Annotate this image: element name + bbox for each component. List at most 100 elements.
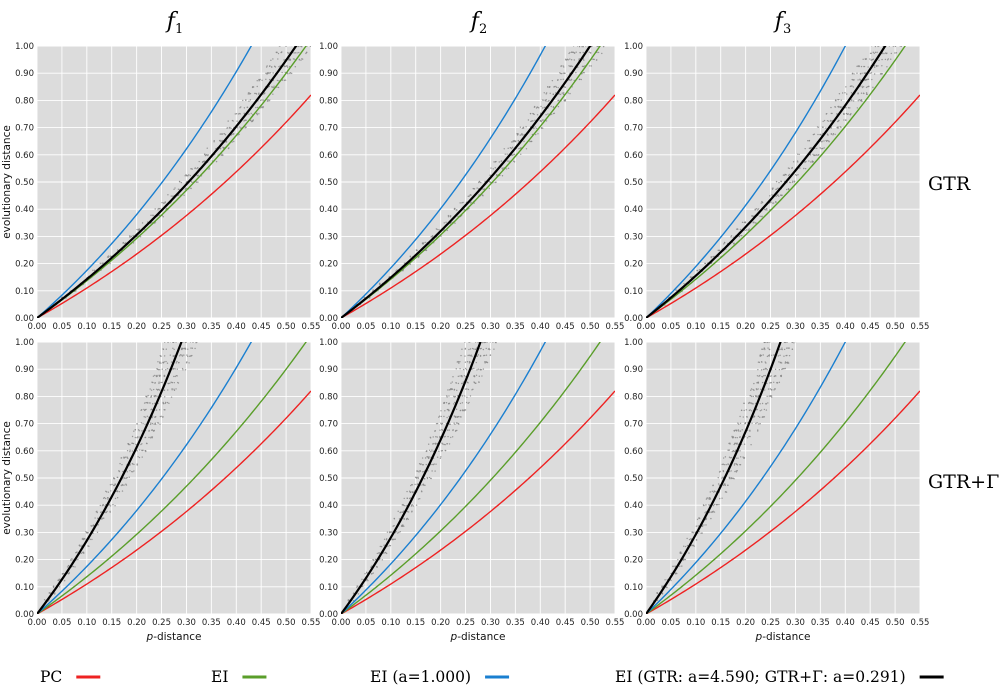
panel-plot-area (341, 342, 615, 614)
series-line (37, 94, 311, 318)
scatter-point (745, 229, 748, 231)
scatter-point (545, 100, 547, 102)
scatter-point (196, 167, 198, 170)
scatter-point (141, 443, 143, 445)
scatter-point (191, 168, 193, 170)
scatter-point (155, 394, 157, 397)
scatter-point (261, 79, 263, 82)
scatter-point (774, 368, 777, 371)
scatter-point (450, 388, 452, 390)
scatter-point (522, 134, 524, 136)
scatter-point (707, 497, 709, 499)
scatter-point (490, 167, 492, 169)
scatter-point (423, 242, 425, 244)
scatter-point (384, 552, 386, 554)
scatter-point (455, 382, 457, 384)
legend-item-2: EI (a=1.000) (370, 668, 510, 686)
x-tick-label: 0.15 (406, 322, 425, 332)
scatter-point (222, 154, 224, 156)
scatter-point (843, 119, 845, 121)
scatter-point (156, 368, 158, 370)
scatter-point (102, 503, 104, 506)
scatter-point (661, 586, 663, 589)
scatter-point (770, 382, 772, 384)
scatter-point (771, 188, 774, 191)
scatter-point (159, 374, 161, 377)
scatter-point (154, 208, 156, 210)
scatter-point (243, 107, 246, 109)
scatter-point (159, 423, 161, 425)
scatter-point (178, 194, 180, 196)
x-tick-label: 0.55 (302, 322, 321, 332)
scatter-point (753, 389, 755, 391)
scatter-point (559, 93, 562, 96)
scatter-point (54, 593, 56, 595)
scatter-point (208, 167, 211, 169)
scatter-point (862, 92, 865, 94)
y-tick-label: 0.90 (319, 69, 338, 79)
scatter-point (563, 66, 565, 68)
scatter-point (256, 114, 259, 116)
scatter-point (411, 491, 414, 494)
scatter-point (853, 73, 855, 75)
scatter-point (713, 491, 715, 493)
scatter-point (755, 222, 757, 224)
scatter-point (476, 369, 478, 371)
scatter-point (387, 545, 389, 547)
y-tick-label: 0.00 (624, 610, 643, 620)
y-tick-label: 0.50 (15, 178, 34, 188)
scatter-point (188, 362, 190, 364)
scatter-point (501, 175, 504, 177)
scatter-point (448, 395, 450, 397)
scatter-point (766, 209, 768, 211)
scatter-point (713, 503, 716, 506)
scatter-point (865, 86, 868, 89)
scatter-point (791, 348, 794, 350)
scatter-point (761, 402, 764, 405)
x-tick-label: 0.25 (761, 618, 780, 628)
column-title-sub: 2 (479, 22, 487, 37)
scatter-point (100, 511, 102, 513)
scatter-point (765, 409, 768, 411)
scatter-point (52, 585, 55, 587)
scatter-point (356, 586, 358, 588)
scatter-point (683, 559, 685, 561)
scatter-point (464, 361, 467, 363)
scatter-point (129, 449, 131, 451)
scatter-point (838, 93, 841, 95)
scatter-point (679, 565, 681, 567)
scatter-point (894, 52, 896, 54)
scatter-point (466, 388, 468, 390)
scatter-point (136, 436, 139, 438)
scatter-point (156, 389, 159, 391)
scatter-point (438, 415, 441, 417)
scatter-point (793, 342, 795, 344)
scatter-point (816, 126, 819, 128)
scatter-point (722, 476, 724, 478)
scatter-point (747, 229, 750, 231)
scatter-point (477, 368, 480, 370)
scatter-point (778, 381, 781, 384)
scatter-point (457, 361, 460, 363)
scatter-point (457, 415, 460, 418)
scatter-point (856, 65, 858, 68)
scatter-point (449, 222, 452, 225)
scatter-point (121, 484, 124, 486)
scatter-point (755, 208, 758, 210)
scatter-point (158, 389, 161, 391)
scatter-point (197, 166, 199, 169)
scatter-point (686, 537, 688, 540)
scatter-point (406, 490, 408, 493)
x-axis-label: p-distance (146, 631, 202, 643)
scatter-point (63, 580, 66, 582)
scatter-point (424, 241, 426, 244)
y-tick-label: 0.20 (624, 556, 643, 566)
scatter-point (410, 484, 412, 487)
scatter-point (773, 381, 775, 384)
scatter-point (762, 348, 764, 351)
scatter-point (708, 498, 711, 500)
scatter-point (101, 262, 103, 265)
scatter-point (141, 456, 143, 458)
x-tick-label: 0.40 (836, 618, 855, 628)
scatter-point (131, 450, 133, 452)
